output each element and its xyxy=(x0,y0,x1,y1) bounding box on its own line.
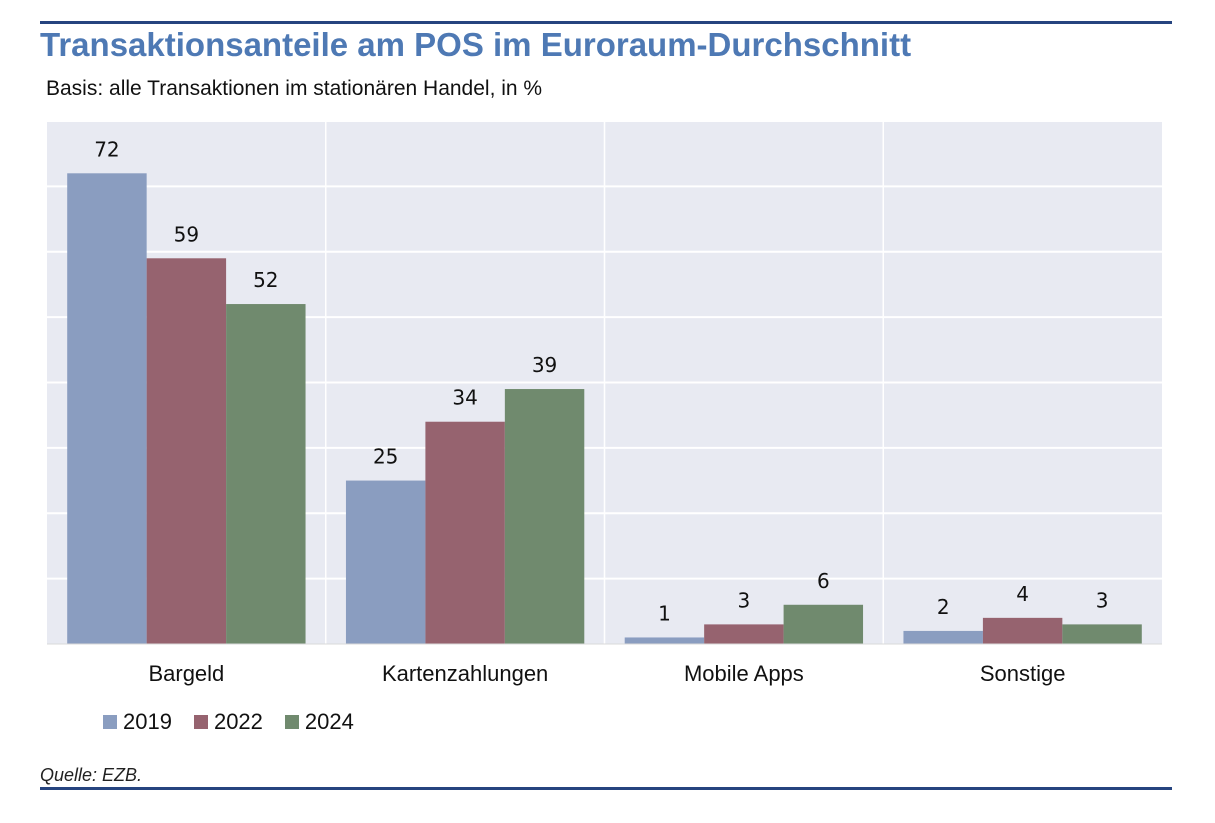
source-note: Quelle: EZB. xyxy=(40,765,143,785)
legend-item-2024: 2024 xyxy=(284,709,354,735)
top-rule xyxy=(40,21,1172,24)
legend-swatch-2022 xyxy=(193,715,208,729)
x-tick-label: Sonstige xyxy=(980,661,1066,686)
bar-bargeld-2022 xyxy=(146,258,227,644)
legend: 2019 2022 2024 xyxy=(103,709,376,735)
legend-label-2019: 2019 xyxy=(123,709,172,734)
legend-swatch-2024 xyxy=(284,715,299,729)
legend-label-2022: 2022 xyxy=(213,709,263,734)
data-label: 39 xyxy=(532,353,557,377)
data-label: 4 xyxy=(1016,582,1029,606)
data-label: 34 xyxy=(452,386,477,410)
bar-mobile-apps-2022 xyxy=(704,624,784,644)
bar-sonstige-2019 xyxy=(903,630,983,644)
x-tick-label: Bargeld xyxy=(148,661,224,686)
data-label: 6 xyxy=(817,569,830,593)
bar-kartenzahlungen-2022 xyxy=(425,421,505,644)
legend-item-2019: 2019 xyxy=(103,709,172,735)
x-tick-label: Mobile Apps xyxy=(684,661,804,686)
data-label: 3 xyxy=(1096,588,1109,612)
bottom-rule xyxy=(40,787,1172,790)
data-label: 52 xyxy=(253,268,278,292)
chart-title: Transaktionsanteile am POS im Euroraum-D… xyxy=(40,26,912,63)
bar-bargeld-2024 xyxy=(226,304,306,644)
data-label: 59 xyxy=(174,222,199,246)
data-label: 2 xyxy=(937,595,950,619)
bar-mobile-apps-2019 xyxy=(624,637,705,644)
bar-kartenzahlungen-2024 xyxy=(504,389,585,644)
data-label: 1 xyxy=(658,601,671,625)
x-tick-label: Kartenzahlungen xyxy=(382,661,548,686)
bar-bargeld-2019 xyxy=(67,173,147,645)
legend-swatch-2019 xyxy=(103,715,117,729)
chart-subtitle: Basis: alle Transaktionen im stationären… xyxy=(46,77,543,100)
bar-sonstige-2024 xyxy=(1062,624,1142,644)
legend-label-2024: 2024 xyxy=(304,709,354,734)
data-label: 3 xyxy=(738,588,751,612)
data-label: 72 xyxy=(94,137,119,161)
bar-mobile-apps-2024 xyxy=(783,604,864,644)
data-label: 25 xyxy=(373,445,398,469)
legend-item-2022: 2022 xyxy=(193,709,263,735)
bar-sonstige-2022 xyxy=(982,617,1063,644)
bar-kartenzahlungen-2019 xyxy=(345,480,426,644)
